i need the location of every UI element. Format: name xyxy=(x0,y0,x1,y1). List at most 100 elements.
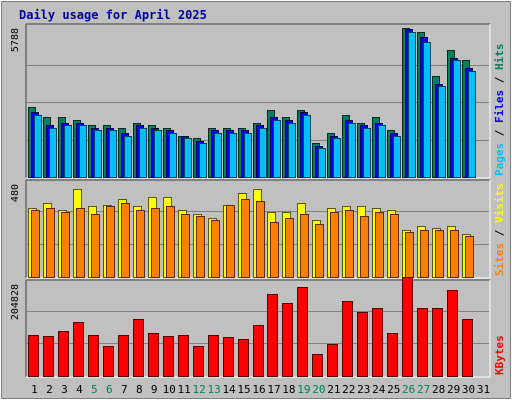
panel-axis-label: Sites / Visits xyxy=(493,183,506,276)
bar-pages-day-20 xyxy=(318,148,326,178)
x-label-day-8: 8 xyxy=(136,383,143,396)
y-axis-max-label: 480 xyxy=(10,184,21,202)
bar-kbytes-day-3 xyxy=(58,331,69,377)
bar-pages-day-4 xyxy=(79,125,87,178)
x-label-day-21: 21 xyxy=(327,383,340,396)
bar-kbytes-day-29 xyxy=(447,290,458,377)
bar-pages-day-9 xyxy=(154,130,162,178)
bar-pages-day-16 xyxy=(259,128,267,178)
bar-sites-day-19 xyxy=(300,214,309,278)
bar-pages-day-28 xyxy=(438,86,446,178)
x-label-day-7: 7 xyxy=(121,383,128,396)
x-label-day-15: 15 xyxy=(237,383,250,396)
x-label-day-6: 6 xyxy=(106,383,113,396)
x-label-day-4: 4 xyxy=(76,383,83,396)
x-label-day-23: 23 xyxy=(357,383,370,396)
bar-pages-day-18 xyxy=(288,123,296,178)
x-label-day-24: 24 xyxy=(372,383,386,396)
bar-sites-day-5 xyxy=(91,214,100,278)
bar-pages-day-10 xyxy=(169,133,177,178)
x-label-day-13: 13 xyxy=(207,383,220,396)
bar-pages-day-25 xyxy=(393,136,401,178)
bar-pages-day-12 xyxy=(199,143,207,178)
bar-sites-day-6 xyxy=(106,206,115,278)
bar-sites-day-28 xyxy=(435,230,444,278)
panel-kbytes: 204828 KBytes xyxy=(10,277,506,378)
bar-sites-day-14 xyxy=(226,205,235,278)
x-label-day-30: 30 xyxy=(462,383,475,396)
bar-sites-day-16 xyxy=(256,201,265,278)
bar-kbytes-day-27 xyxy=(417,308,428,377)
x-label-day-9: 9 xyxy=(151,383,158,396)
bar-sites-day-26 xyxy=(405,232,414,278)
bar-kbytes-day-16 xyxy=(253,325,264,377)
x-label-day-31: 31 xyxy=(477,383,490,396)
bar-sites-day-13 xyxy=(211,220,220,278)
bar-kbytes-day-21 xyxy=(327,344,338,377)
bar-pages-day-26 xyxy=(408,32,416,178)
panel-axis-label: Pages / Files / Hits xyxy=(493,44,506,177)
bar-pages-day-24 xyxy=(378,125,386,178)
x-label-day-16: 16 xyxy=(252,383,265,396)
bar-sites-day-15 xyxy=(241,199,250,278)
bar-pages-day-7 xyxy=(124,136,132,178)
panel-visits_sites: 480 Sites / Visits xyxy=(10,179,506,279)
bar-kbytes-day-6 xyxy=(103,346,114,377)
axis-label-separator: / xyxy=(493,70,506,90)
bar-sites-day-7 xyxy=(121,203,130,278)
bar-sites-day-18 xyxy=(285,218,294,278)
bar-kbytes-day-12 xyxy=(193,346,204,377)
x-label-day-27: 27 xyxy=(417,383,430,396)
axis-label-hits: Hits xyxy=(493,44,506,71)
x-label-day-14: 14 xyxy=(222,383,236,396)
bar-sites-day-8 xyxy=(136,210,145,278)
bar-kbytes-day-7 xyxy=(118,335,129,377)
axis-label-separator: / xyxy=(493,123,506,143)
bar-kbytes-day-5 xyxy=(88,335,99,377)
bar-kbytes-day-13 xyxy=(208,335,219,377)
bar-kbytes-day-23 xyxy=(357,312,368,377)
axis-label-pages: Pages xyxy=(493,143,506,176)
bar-sites-day-17 xyxy=(270,222,279,278)
bar-sites-day-20 xyxy=(315,224,324,278)
x-label-day-3: 3 xyxy=(61,383,68,396)
bar-sites-day-11 xyxy=(181,214,190,278)
bar-sites-day-22 xyxy=(345,210,354,278)
bar-kbytes-day-4 xyxy=(73,322,84,377)
bar-pages-day-14 xyxy=(229,133,237,178)
axis-label-files: Files xyxy=(493,90,506,123)
x-label-day-2: 2 xyxy=(46,383,53,396)
bar-kbytes-day-19 xyxy=(297,287,308,377)
bar-pages-day-15 xyxy=(244,133,252,178)
bar-sites-day-10 xyxy=(166,206,175,278)
bar-kbytes-day-2 xyxy=(43,336,54,377)
x-label-day-28: 28 xyxy=(432,383,445,396)
bar-pages-day-17 xyxy=(273,120,281,178)
axis-label-sites: Sites xyxy=(493,243,506,276)
bar-kbytes-day-30 xyxy=(462,319,473,377)
bar-pages-day-13 xyxy=(214,133,222,178)
panel-axis-label: KBytes xyxy=(493,335,506,375)
x-label-day-20: 20 xyxy=(312,383,325,396)
bar-sites-day-4 xyxy=(76,208,85,278)
bar-kbytes-day-15 xyxy=(238,339,249,377)
x-label-day-1: 1 xyxy=(31,383,38,396)
bar-kbytes-day-20 xyxy=(312,354,323,377)
axis-label-visits: Visits xyxy=(493,183,506,223)
x-label-day-12: 12 xyxy=(193,383,206,396)
bar-pages-day-21 xyxy=(333,138,341,178)
x-label-day-10: 10 xyxy=(163,383,176,396)
bar-sites-day-23 xyxy=(360,216,369,278)
bar-pages-day-27 xyxy=(423,42,431,178)
axis-label-separator: / xyxy=(493,223,506,243)
bar-kbytes-day-18 xyxy=(282,303,293,377)
bar-pages-day-29 xyxy=(453,60,461,178)
x-label-day-11: 11 xyxy=(178,383,191,396)
bar-sites-day-1 xyxy=(31,210,40,278)
x-label-day-5: 5 xyxy=(91,383,98,396)
bar-pages-day-1 xyxy=(34,115,42,178)
bar-kbytes-day-25 xyxy=(387,333,398,377)
